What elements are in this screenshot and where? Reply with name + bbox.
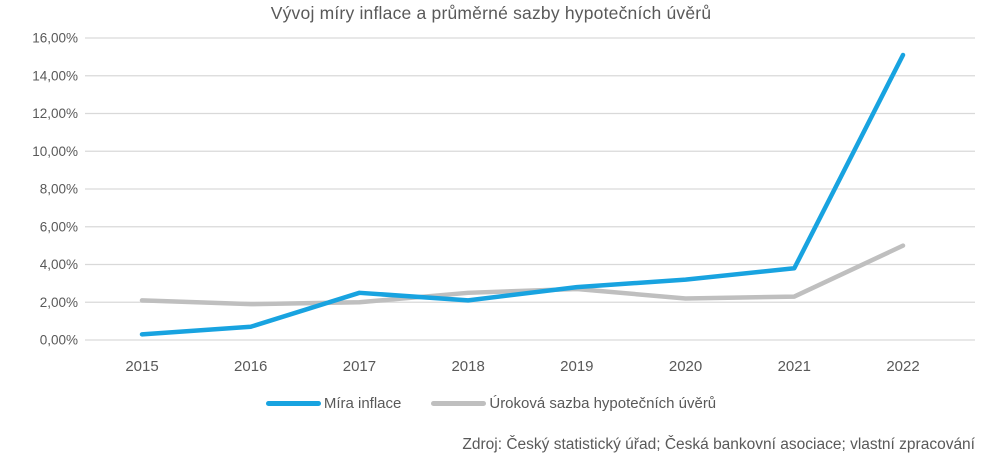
chart-legend: Míra inflace Úroková sazba hypotečních ú… <box>0 395 982 412</box>
x-axis-tick-label: 2022 <box>886 358 919 375</box>
source-note: Zdroj: Český statistický úřad; Česká ban… <box>462 436 975 453</box>
x-axis-tick-label: 2020 <box>669 358 702 375</box>
legend-label-inflation: Míra inflace <box>323 395 402 412</box>
chart-plot-area: 0,00% 2,00% 4,00% 6,00% 8,00% 10,00% 12,00% 14,… <box>32 31 975 375</box>
x-axis-tick-label: 2016 <box>234 358 267 375</box>
legend-swatch-mortgage-rate <box>431 401 487 406</box>
y-axis-tick-label: 8,00% <box>40 182 78 197</box>
legend-item-inflation: Míra inflace <box>265 395 402 412</box>
y-axis-tick-label: 2,00% <box>40 295 78 310</box>
x-axis-tick-label: 2019 <box>560 358 593 375</box>
legend-item-mortgage-rate: Úroková sazba hypotečních úvěrů <box>431 395 716 412</box>
y-axis-tick-label: 4,00% <box>40 257 78 272</box>
legend-swatch-inflation <box>265 401 321 406</box>
y-axis-tick-label: 6,00% <box>40 219 78 234</box>
series-line-0 <box>139 52 906 337</box>
x-axis-tick-label: 2018 <box>451 358 484 375</box>
legend-label-mortgage-rate: Úroková sazba hypotečních úvěrů <box>489 395 717 412</box>
y-axis-tick-label: 12,00% <box>32 106 78 121</box>
y-axis-tick-label: 14,00% <box>32 68 78 83</box>
x-axis-tick-label: 2021 <box>778 358 811 375</box>
x-axis-tick-label: 2017 <box>343 358 376 375</box>
x-axis-tick-label: 2015 <box>125 358 158 375</box>
y-axis-tick-label: 0,00% <box>40 333 78 348</box>
chart-title: Vývoj míry inflace a průměrné sazby hypo… <box>270 3 712 23</box>
y-axis-tick-label: 10,00% <box>32 144 78 159</box>
series-line-1 <box>139 243 906 307</box>
y-axis-tick-label: 16,00% <box>32 31 78 46</box>
